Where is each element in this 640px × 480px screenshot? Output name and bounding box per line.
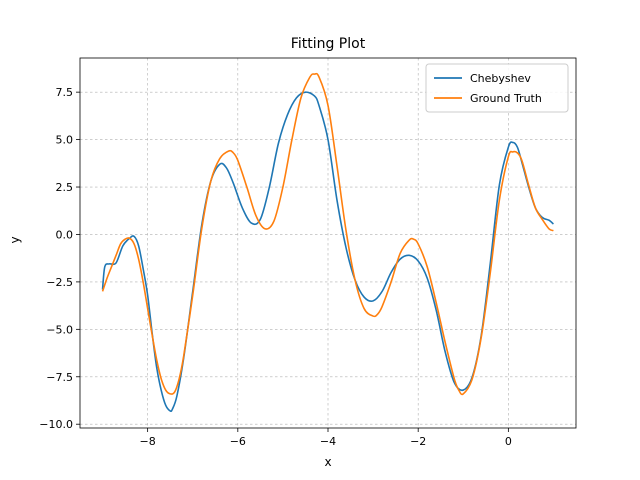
y-tick-label: −5.0 [46, 323, 73, 336]
y-tick-label: 7.5 [56, 86, 74, 99]
legend-label-chebyshev: Chebyshev [470, 72, 531, 85]
series-layer [101, 72, 554, 413]
series-line-ground-truth [101, 72, 554, 396]
x-tick-label: −8 [140, 435, 156, 448]
legend-label-ground-truth: Ground Truth [470, 92, 542, 105]
y-tick-label: 0.0 [56, 228, 74, 241]
y-axis: −10.0 −7.5 −5.0 −2.5 0.0 2.5 5.0 7.5 [39, 86, 80, 431]
x-tick-label: 0 [505, 435, 512, 448]
legend: Chebyshev Ground Truth [425, 63, 569, 113]
x-axis-label: x [324, 455, 331, 469]
y-tick-label: 5.0 [56, 134, 74, 147]
y-axis-label: y [8, 236, 22, 243]
x-tick-label: −4 [320, 435, 336, 448]
y-tick-label: −7.5 [46, 371, 73, 384]
legend-box [425, 63, 569, 113]
x-tick-label: −6 [230, 435, 246, 448]
y-tick-label: −10.0 [39, 418, 73, 431]
x-axis: −8 −6 −4 −2 0 [140, 428, 512, 448]
chart-title: Fitting Plot [291, 36, 366, 52]
x-tick-label: −2 [410, 435, 426, 448]
y-tick-label: 2.5 [56, 181, 74, 194]
y-tick-label: −2.5 [46, 276, 73, 289]
